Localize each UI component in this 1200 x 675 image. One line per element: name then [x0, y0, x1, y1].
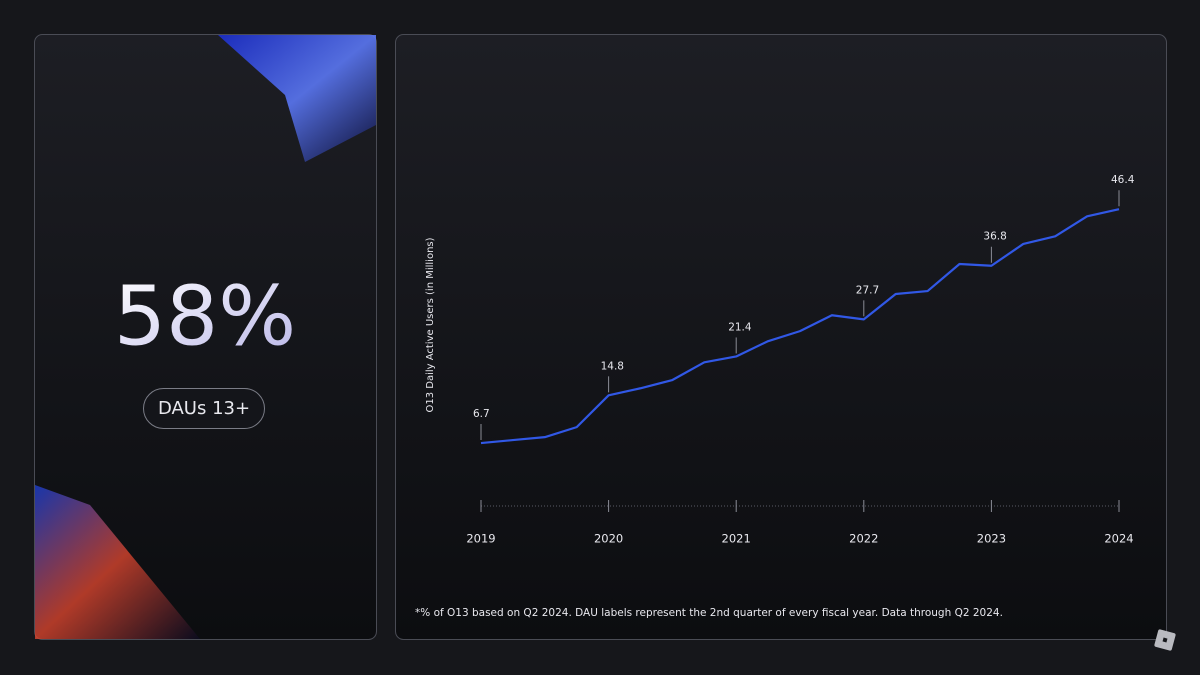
data-label: 14.8: [601, 360, 624, 372]
data-label: 36.8: [983, 231, 1006, 243]
data-label: 21.4: [728, 321, 752, 333]
x-tick-label: 2022: [849, 532, 878, 546]
x-tick-label: 2024: [1104, 532, 1133, 546]
x-tick-label: 2021: [722, 532, 751, 546]
decor-top: [218, 35, 376, 162]
stat-pill: [143, 388, 265, 429]
data-label: 6.7: [473, 408, 490, 420]
y-axis-label: O13 Daily Active Users (in Millions): [425, 237, 436, 412]
data-label: 27.7: [856, 284, 879, 296]
x-tick-label: 2020: [594, 532, 623, 546]
footnote: *% of O13 based on Q2 2024. DAU labels r…: [415, 607, 1003, 619]
decor-bottom: [35, 485, 200, 639]
stat-label: DAUs 13+: [158, 398, 250, 419]
series-line: [480, 208, 1120, 445]
stat-value: 58%: [114, 269, 296, 364]
stat-panel: [34, 34, 377, 640]
x-tick-label: 2023: [977, 532, 1006, 546]
logo-hole: [1162, 637, 1168, 643]
x-tick-label: 2019: [466, 532, 495, 546]
data-label: 46.4: [1111, 174, 1135, 186]
